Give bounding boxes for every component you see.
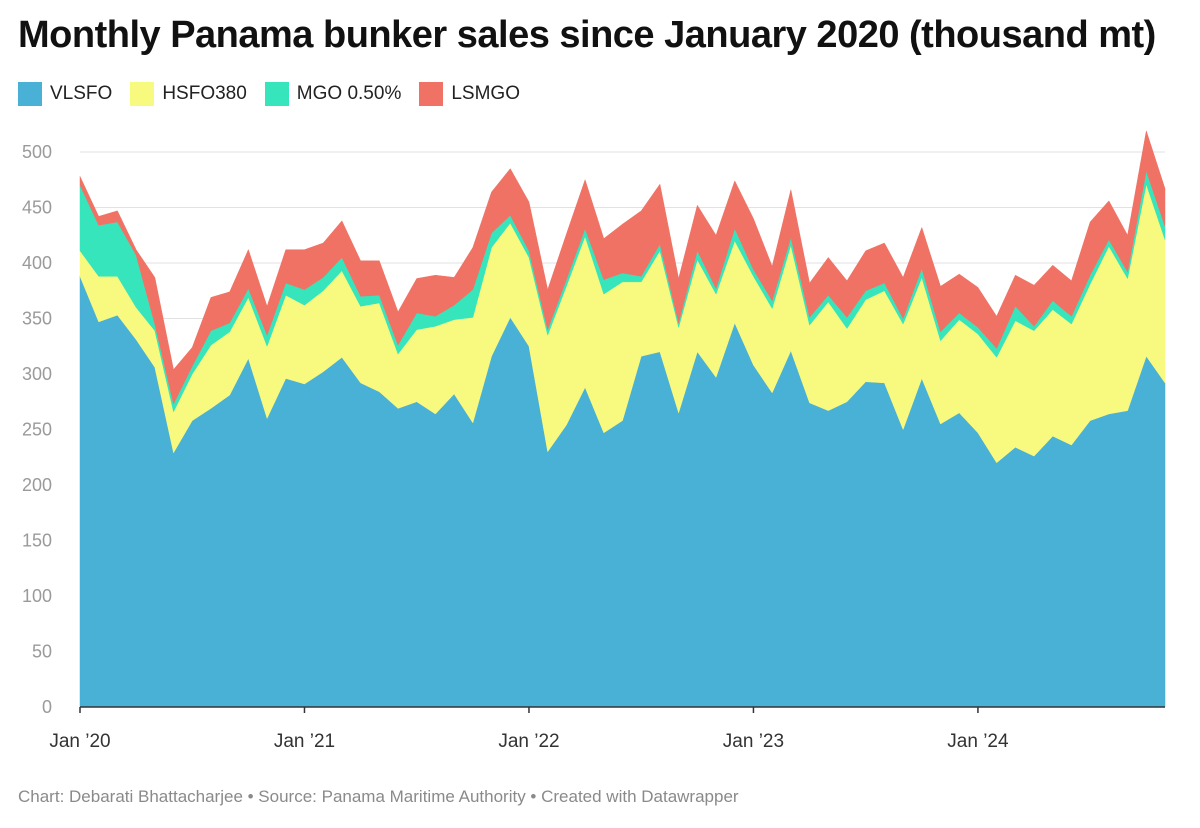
y-tick-label-150: 150	[22, 531, 52, 551]
legend-label-vlsfo: VLSFO	[50, 83, 113, 104]
y-tick-label-50: 50	[32, 642, 52, 662]
legend-item-vlsfo: VLSFO	[18, 82, 112, 106]
area-series-lsmgo	[79, 130, 1166, 405]
legend-label-hsfo380: HSFO380	[162, 83, 247, 104]
x-tick-label-2022-01: Jan ’22	[498, 731, 559, 752]
y-tick-label-300: 300	[22, 364, 52, 384]
x-tick-label-2024-01: Jan ’24	[947, 731, 1009, 752]
legend-item-hsfo380: HSFO380	[130, 82, 247, 106]
y-tick-label-350: 350	[22, 309, 52, 329]
legend-swatch-hsfo380	[130, 82, 155, 106]
x-tick-label-2021-01: Jan ’21	[274, 731, 335, 752]
x-tick-label-2023-01: Jan ’23	[723, 731, 784, 752]
y-tick-label-0: 0	[42, 697, 52, 717]
y-tick-label-100: 100	[22, 586, 52, 606]
y-tick-label-200: 200	[22, 475, 52, 495]
y-tick-label-250: 250	[22, 420, 52, 440]
legend-item-mgo: MGO 0.50%	[264, 82, 402, 106]
legend-label-mgo: MGO 0.50%	[296, 83, 402, 104]
legend-swatch-lsmgo	[419, 82, 444, 106]
chart-title: Monthly Panama bunker sales since Januar…	[18, 14, 1156, 56]
y-tick-label-450: 450	[22, 198, 52, 218]
legend-swatch-mgo	[264, 82, 289, 106]
legend-label-lsmgo: LSMGO	[451, 83, 520, 104]
y-tick-label-500: 500	[22, 142, 52, 162]
y-tick-label-400: 400	[22, 253, 52, 273]
legend: VLSFO HSFO380 MGO 0.50% LSMGO	[18, 82, 538, 106]
x-tick-label-2020-01: Jan ’20	[49, 731, 110, 752]
legend-swatch-vlsfo	[18, 82, 42, 106]
legend-item-lsmgo: LSMGO	[419, 82, 520, 106]
chart-footer: Chart: Debarati Bhattacharjee • Source: …	[18, 787, 739, 806]
